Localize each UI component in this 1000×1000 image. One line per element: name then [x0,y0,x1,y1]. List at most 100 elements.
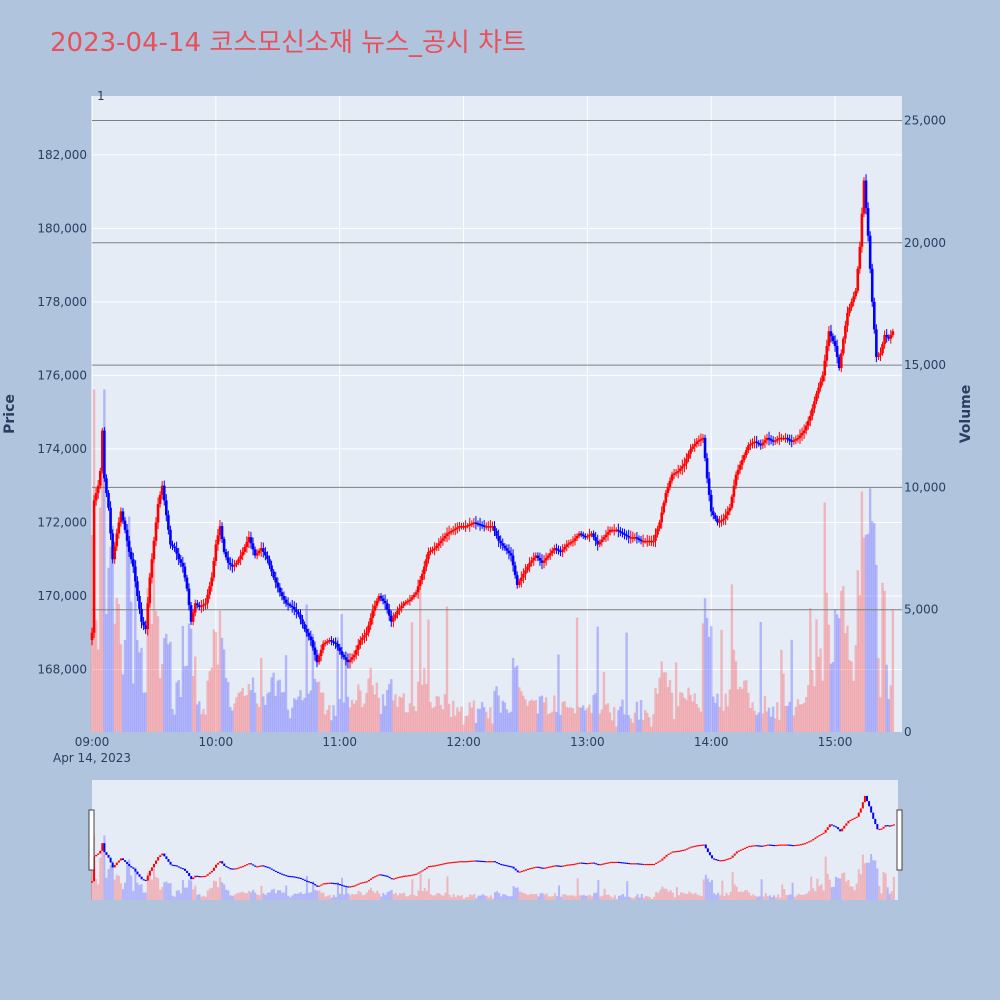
slider-volume-bar [688,891,691,900]
volume-bar [381,694,385,732]
candle-body [142,621,145,626]
volume-bar [679,692,682,732]
volume-bar [140,647,143,732]
candle-body [662,502,666,513]
volume-bar [658,677,661,732]
slider-candle [766,844,769,846]
candle-body [435,545,439,549]
slider-volume-bar [556,896,558,900]
slider-candle [562,865,565,867]
slider-volume-bar [130,875,133,900]
volume-bar [499,712,502,732]
candle-body [629,537,633,539]
candle-body [530,560,533,563]
slider-candle [423,868,426,871]
slider-volume-bar [870,854,873,900]
slider-candle [256,866,259,868]
slider-volume-bar [804,894,806,900]
volume-bar [598,713,601,732]
volume-bar [344,659,348,732]
slider-volume-bar [793,896,796,900]
slider-volume-bar [706,878,709,900]
candle-body [245,542,249,547]
candle-body [553,548,556,551]
candle-body [573,538,577,541]
volume-bar [627,715,630,732]
slider-volume-bar [773,895,775,900]
slider-volume-bar [603,888,606,900]
volume-bar [185,665,189,732]
slider-candle [301,878,304,880]
candle-body [660,512,663,523]
slider-volume-bar [384,895,387,900]
volume-bar [474,722,478,732]
candle-body [156,504,160,523]
candle-body [505,548,509,551]
volume-bar [328,705,331,732]
y2-tick-label: 15,000 [904,358,946,372]
slider-candle [651,863,654,866]
volume-bar [615,726,618,732]
candle-body [466,525,469,527]
candle-body [373,605,377,611]
slider-volume-bar [498,893,501,900]
candle-body [652,540,655,543]
slider-candle [355,884,358,886]
slider-candle [452,861,455,864]
slider-volume-bar [353,894,356,900]
slider-candle [421,870,424,872]
volume-bar [850,661,853,732]
slider-candle [717,859,720,861]
slider-candle [353,885,356,887]
candle-body [98,470,102,486]
volume-bar [373,694,376,732]
candle-body [144,625,147,630]
volume-bar [761,713,765,732]
volume-bar [800,704,804,732]
slider-volume-bar [872,860,875,900]
x-tick-label: 13:00 [570,735,605,749]
slider-candle [417,872,420,874]
range-slider-bg[interactable] [92,780,898,900]
slider-volume-bar [651,898,654,900]
slider-volume-bar [725,892,728,900]
range-slider-right-handle[interactable] [896,809,903,871]
slider-candle [196,875,199,877]
volume-bar [559,714,562,732]
slider-candle [146,875,149,881]
slider-candle [458,861,461,863]
slider-volume-bar [361,895,364,900]
volume-bar [257,706,261,732]
slider-volume-bar [491,898,494,900]
slider-candle [111,862,114,868]
slider-volume-bar [572,895,575,900]
slider-candle [206,874,209,876]
slider-volume-bar [264,894,267,900]
volume-bar [340,614,343,732]
candle-body [167,515,170,530]
volume-bar [439,704,443,732]
candle-body [563,546,566,550]
candle-body [711,511,715,516]
volume-bar [266,693,269,732]
slider-volume-bar [576,878,579,900]
slider-volume-bar [401,893,403,900]
candle-body [707,478,711,495]
volume-bar [231,710,234,732]
slider-volume-bar [328,894,331,900]
slider-candle [396,877,399,879]
candle-body [522,573,525,578]
candle-body [887,336,891,339]
slider-candle [165,856,168,860]
slider-volume-bar [723,896,726,900]
volume-bar [239,691,242,732]
slider-candle [215,864,217,868]
candle-body [550,550,554,554]
slider-volume-bar [322,892,325,900]
volume-bar [367,678,370,732]
candle-body [464,526,467,528]
range-slider-left-handle[interactable] [88,809,95,871]
volume-bar [99,507,102,732]
slider-volume-bar [448,894,451,900]
slider-candle [799,844,802,846]
